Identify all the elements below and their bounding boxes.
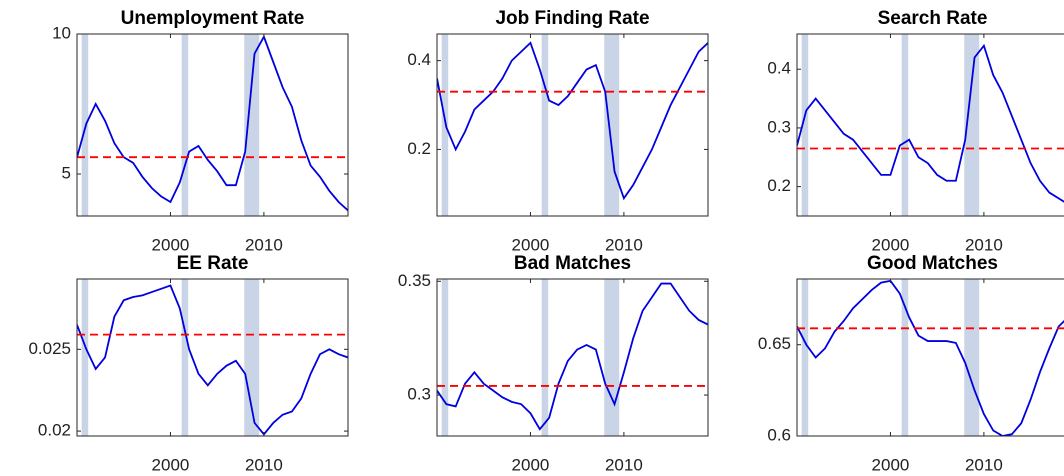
plot-area	[77, 34, 348, 216]
axes-box	[796, 33, 1064, 217]
panel: 2000 2010 0.6 0.65 Good Matches	[758, 253, 1064, 474]
y-tick-label: 0.6	[767, 425, 791, 444]
recession-band	[801, 279, 809, 436]
x-tick-label: 2010	[605, 235, 643, 254]
recession-band	[801, 34, 809, 216]
recession-band	[181, 279, 189, 436]
series-line	[437, 41, 708, 201]
plot-area	[797, 34, 1064, 216]
x-tick-label: 2000	[512, 455, 550, 474]
plot-area	[797, 279, 1064, 436]
recession-band	[181, 34, 189, 216]
plot-area	[437, 34, 708, 216]
x-tick-label: 2010	[245, 235, 283, 254]
y-tick-label: 0.02	[38, 421, 71, 440]
panel: 2000 2010 0.2 0.3 0.4 Search Rate	[767, 8, 1064, 254]
axes-box	[796, 278, 1064, 437]
series-line	[797, 43, 1064, 203]
chart-title: Job Finding Rate	[495, 8, 649, 29]
chart-title: Search Rate	[878, 8, 988, 29]
y-tick-label: 0.3	[407, 385, 431, 404]
panel: 2000 2010 0.02 0.025 EE Rate	[28, 253, 349, 474]
recession-band	[244, 279, 260, 436]
axes-box	[76, 278, 349, 437]
y-tick-label: 0.3	[767, 117, 791, 136]
recession-band	[244, 34, 260, 216]
y-tick-label: 0.2	[407, 139, 431, 158]
chart-title: Unemployment Rate	[121, 8, 305, 29]
chart-title: Bad Matches	[514, 253, 631, 274]
recession-band	[604, 279, 620, 436]
recession-band	[81, 279, 89, 436]
chart-title: Good Matches	[867, 253, 998, 274]
x-tick-label: 2010	[605, 455, 643, 474]
series-line	[437, 282, 708, 431]
y-tick-label: 0.025	[28, 339, 71, 358]
series-line	[797, 279, 1064, 436]
recession-band	[964, 279, 980, 436]
x-tick-label: 2000	[152, 235, 190, 254]
recession-band	[81, 34, 89, 216]
plot-area	[77, 279, 348, 436]
x-tick-label: 2000	[872, 455, 910, 474]
x-tick-label: 2000	[152, 455, 190, 474]
recession-band	[441, 34, 449, 216]
y-tick-label: 0.4	[767, 59, 791, 78]
x-tick-label: 2010	[965, 235, 1003, 254]
recession-band	[964, 34, 980, 216]
y-tick-label: 0.35	[398, 271, 431, 290]
series-line	[77, 284, 348, 436]
plot-area	[437, 279, 708, 436]
x-tick-label: 2010	[245, 455, 283, 474]
x-tick-label: 2010	[965, 455, 1003, 474]
recession-band	[901, 279, 909, 436]
panel: 2000 2010 5 10 Unemployment Rate	[52, 8, 349, 254]
chart-title: EE Rate	[177, 253, 249, 274]
panel: 2000 2010 0.2 0.4 Job Finding Rate	[407, 8, 709, 254]
recession-band	[604, 34, 620, 216]
y-tick-label: 10	[52, 23, 71, 42]
axes-box	[436, 278, 709, 437]
y-tick-label: 0.65	[758, 334, 791, 353]
recession-band	[901, 34, 909, 216]
y-tick-label: 0.4	[407, 50, 431, 69]
panel: 2000 2010 0.3 0.35 Bad Matches	[398, 253, 709, 474]
y-tick-label: 0.2	[767, 176, 791, 195]
recession-band	[541, 34, 549, 216]
series-line	[77, 34, 348, 212]
recession-band	[441, 279, 449, 436]
y-tick-label: 5	[62, 163, 71, 182]
axes-box	[436, 33, 709, 217]
axes-box	[76, 33, 349, 217]
x-tick-label: 2000	[512, 235, 550, 254]
x-tick-label: 2000	[872, 235, 910, 254]
recession-band	[541, 279, 549, 436]
